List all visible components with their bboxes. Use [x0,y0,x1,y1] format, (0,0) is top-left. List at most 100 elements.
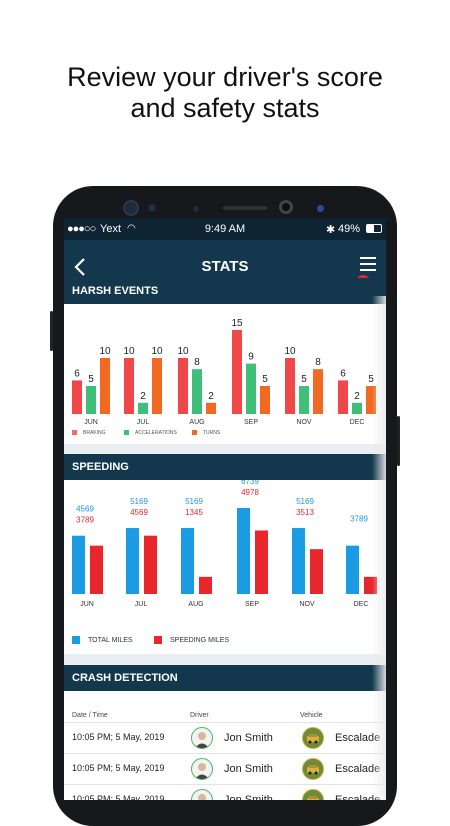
signal-icon: ●●●○○ [67,223,96,235]
harsh-bar [192,369,202,414]
total-miles-bar [126,528,139,594]
speeding-miles-bar [255,530,268,594]
harsh-bar [285,358,295,414]
speeding-miles-bar [90,545,103,594]
harsh-bar-label: 5 [262,374,268,385]
harsh-bar-label: 10 [151,346,163,357]
total-miles-bar [181,528,194,594]
vehicle-icon [302,727,324,749]
back-arrow-icon[interactable] [70,254,92,280]
harsh-legend-accelerations: ACCELERATIONS [124,430,177,436]
harsh-bar [138,402,148,414]
wifi-icon: ◠ [127,223,136,234]
speeding-miles-label: 3513 [296,508,314,517]
legend-label: TURNS [203,430,221,436]
col-header-vehicle: Vehicle [300,712,323,719]
harsh-bar-label: 2 [208,391,214,402]
speeding-legend-speeding: SPEEDING MILES [154,636,229,644]
sensor-icon [193,206,199,212]
vehicle-icon [302,758,324,780]
driver-avatar-icon [191,758,213,780]
speeding-month-label: DEC [354,601,369,608]
harsh-bar-label: 10 [99,346,111,357]
col-header-datetime: Date / Time [72,712,108,719]
battery-percent: 49% [338,223,361,235]
harsh-bar [178,358,188,414]
harsh-bar [152,358,162,414]
front-camera-icon [123,200,139,216]
harsh-bar [232,330,242,414]
speeding-header: SPEEDING [64,454,386,480]
speeding-miles-bar [199,576,212,594]
crash-datetime: 10:05 PM; 5 May, 2019 [72,732,165,742]
harsh-bar-label: 8 [315,357,321,368]
camera-icon [279,200,293,214]
harsh-bar [206,402,216,414]
total-miles-bar [346,545,359,594]
earpiece [223,206,268,210]
harsh-bar [86,386,96,414]
bluetooth-icon: ✱ [326,224,336,236]
carrier-label: Yext [100,223,122,235]
speeding-month-label: JUL [135,601,148,608]
battery-icon [366,224,382,233]
harsh-bar-label: 2 [354,391,360,402]
crash-datetime: 10:05 PM; 5 May, 2019 [72,763,165,773]
app-screen: ●●●○○ Yext ◠ 9:49 AM ✱ 49% STATS 19 HARS… [64,218,386,800]
crash-driver-name: Jon Smith [224,763,273,775]
harsh-bar [260,386,270,414]
total-miles-label: 4569 [76,505,94,514]
section-divider [64,654,386,666]
crash-table-row[interactable]: 10:05 PM; 5 May, 2019 Jon Smith Escalade [64,753,386,783]
speeding-month-label: AUG [188,601,203,608]
harsh-events-header: HARSH EVENTS [64,278,386,304]
harsh-bar-label: 9 [248,352,254,363]
legend-label: BRAKING [83,430,106,436]
harsh-month-label: NOV [296,419,312,426]
speeding-chart: 4569 3789 JUN 5169 4569 JUL 5169 1345 AUG 6739 497… [72,480,377,608]
crash-driver-name: Jon Smith [224,794,273,800]
speeding-miles-label: 1345 [185,508,203,517]
harsh-bar-label: 5 [368,374,374,385]
volume-button [50,311,53,351]
speeding-miles-label: 4978 [241,488,259,497]
harsh-legend-braking: BRAKING [72,430,106,436]
speeding-miles-bar [144,535,157,594]
harsh-month-label: SEP [244,419,258,426]
harsh-month-label: JUL [137,419,150,426]
page-title: STATS [201,258,249,275]
harsh-bar-label: 10 [123,346,135,357]
col-header-driver: Driver [190,712,209,719]
harsh-bar [366,386,376,414]
harsh-bar [313,369,323,414]
vehicle-icon [302,789,324,800]
harsh-bar-label: 5 [301,374,307,385]
sensor-icon [317,205,324,212]
promo-line-2: and safety stats [130,93,320,123]
crash-table-row[interactable]: 10:05 PM; 5 May, 2019 Jon Smith Escalade [64,784,386,800]
harsh-bar [299,386,309,414]
legend-swatch [154,636,162,644]
total-miles-label: 5169 [130,497,148,506]
status-time: 9:49 AM [204,223,246,235]
total-miles-label: 3789 [350,515,368,524]
legend-swatch [72,636,80,644]
total-miles-label: 5169 [185,497,203,506]
harsh-bar [100,358,110,414]
crash-vehicle-name: Escalade [335,732,381,744]
harsh-bar-label: 10 [177,346,189,357]
harsh-bar-label: 2 [140,391,146,402]
total-miles-bar [292,528,305,594]
harsh-events-chart: 6510JUN10210JUL1082AUG1595SEP1058NOV625D… [72,318,376,426]
power-button [397,416,400,466]
speeding-month-label: JUN [80,601,94,608]
crash-datetime: 10:05 PM; 5 May, 2019 [72,794,165,800]
harsh-bar-label: 10 [284,346,296,357]
menu-icon[interactable] [358,254,378,274]
speeding-miles-label: 4569 [130,508,148,517]
crash-table-row[interactable]: 10:05 PM; 5 May, 2019 Jon Smith Escalade [64,722,386,752]
crash-driver-name: Jon Smith [224,732,273,744]
harsh-bar-label: 6 [340,368,346,379]
speeding-miles-bar [364,576,377,594]
harsh-month-label: AUG [189,419,204,426]
